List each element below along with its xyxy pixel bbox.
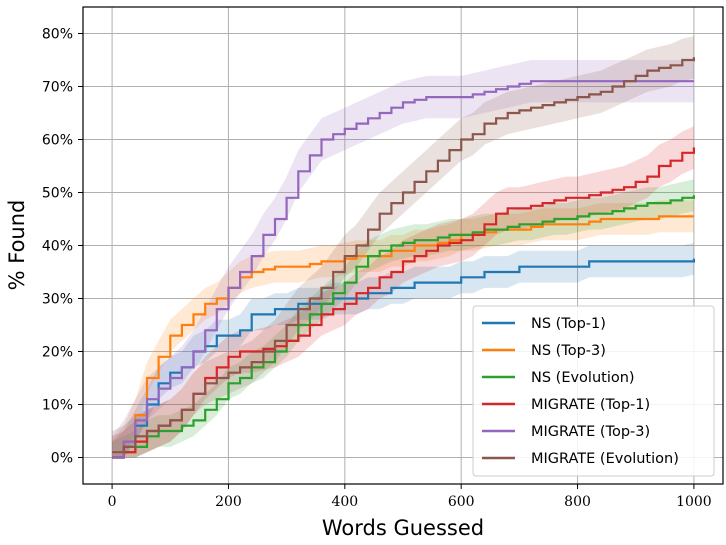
legend-item-migrate-top3: MIGRATE (Top-3) [482, 424, 650, 440]
series-band [112, 126, 694, 458]
legend-item-migrate-evolution: MIGRATE (Evolution) [482, 451, 679, 467]
legend-item-migrate-top1: MIGRATE (Top-1) [482, 397, 650, 413]
x-tick-label: 400 [331, 494, 358, 510]
legend-label: MIGRATE (Evolution) [531, 451, 679, 467]
y-tick-label: 50% [42, 186, 73, 202]
series-line [112, 80, 694, 459]
series-lines [112, 57, 695, 459]
axis-ticks: 0 200 400 600 800 1000 0% 10% 20% 30% 40% 50% 60% 70%… [42, 27, 712, 511]
y-tick-label: 80% [42, 27, 73, 43]
x-tick-label: 0 [108, 494, 117, 510]
x-tick-label: 200 [215, 494, 242, 510]
y-tick-label: 0% [51, 451, 73, 467]
x-tick-label: 600 [448, 494, 475, 510]
series-line [112, 57, 695, 454]
series-band [112, 200, 694, 458]
series-line [112, 195, 695, 459]
legend-box [472, 305, 715, 477]
legend-item-ns-top3: NS (Top-3) [482, 343, 606, 359]
series-band [112, 60, 694, 458]
y-axis-title: % Found [5, 200, 29, 291]
y-tick-label: 10% [42, 398, 73, 414]
x-tick-label: 1000 [676, 494, 712, 510]
series-line [112, 147, 695, 459]
x-axis-title: Words Guessed [322, 516, 484, 540]
x-tick-label: 800 [564, 494, 591, 510]
legend-item-ns-evolution: NS (Evolution) [482, 370, 635, 386]
legend-label: NS (Evolution) [531, 370, 635, 386]
y-tick-label: 60% [42, 133, 73, 149]
y-tick-label: 20% [42, 345, 73, 361]
y-tick-label: 40% [42, 239, 73, 255]
legend-label: MIGRATE (Top-3) [531, 424, 650, 440]
legend: NS (Top-1) NS (Top-3) NS (Evolution) MIG… [472, 305, 715, 477]
legend-item-ns-top1: NS (Top-1) [482, 316, 606, 332]
y-tick-label: 30% [42, 292, 73, 308]
series-band [112, 242, 694, 458]
legend-label: NS (Top-1) [531, 316, 606, 332]
legend-label: MIGRATE (Top-1) [531, 397, 650, 413]
y-tick-label: 70% [42, 80, 73, 96]
legend-label: NS (Top-3) [531, 343, 606, 359]
